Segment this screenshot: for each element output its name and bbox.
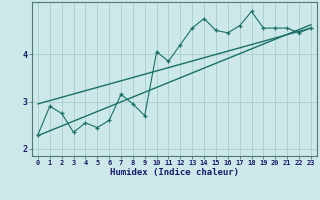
- X-axis label: Humidex (Indice chaleur): Humidex (Indice chaleur): [110, 168, 239, 177]
